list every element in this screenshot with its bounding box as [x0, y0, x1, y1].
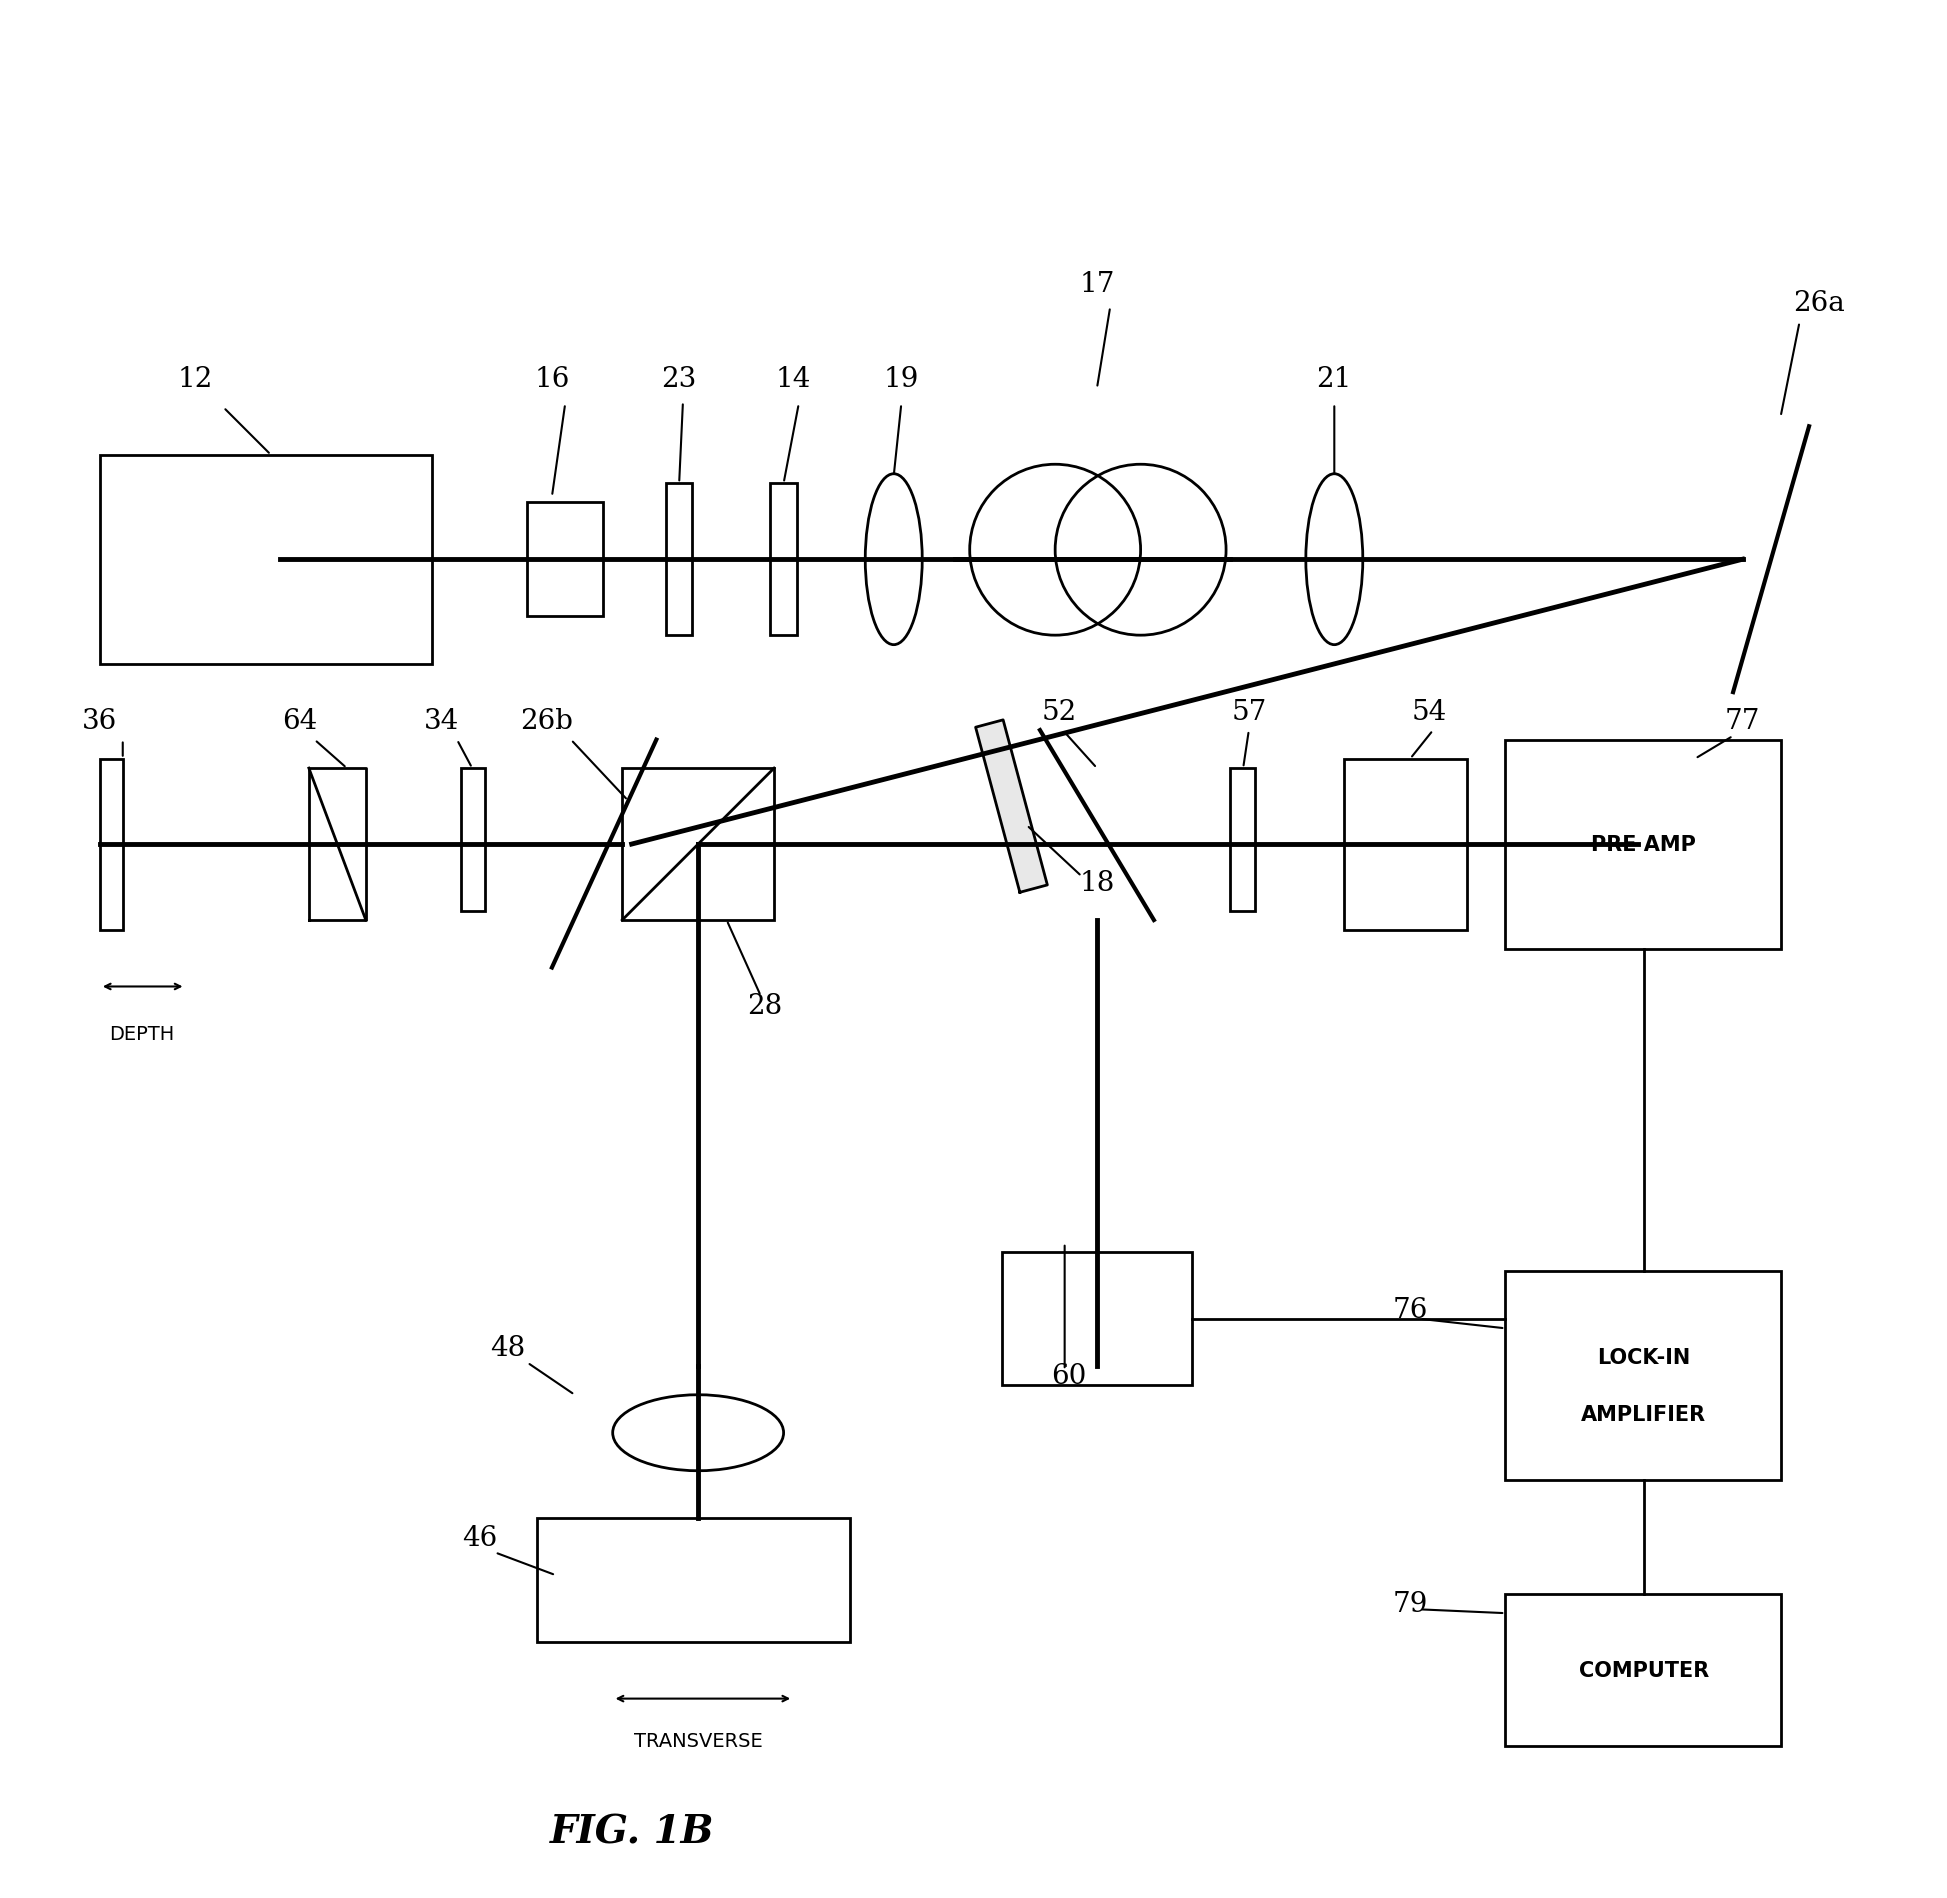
Text: 16: 16: [533, 366, 570, 393]
Bar: [623, 769, 775, 921]
Bar: [666, 484, 693, 636]
Ellipse shape: [613, 1395, 783, 1471]
Text: 77: 77: [1725, 708, 1760, 735]
Text: 26a: 26a: [1793, 290, 1844, 317]
Text: FIG. 1B: FIG. 1B: [549, 1813, 715, 1851]
Bar: [528, 503, 604, 617]
Text: 76: 76: [1392, 1296, 1427, 1323]
Bar: [1231, 769, 1254, 911]
Text: 12: 12: [177, 366, 212, 393]
Bar: [99, 759, 123, 930]
Bar: [1343, 759, 1468, 930]
Text: 23: 23: [662, 366, 697, 393]
Text: 54: 54: [1412, 698, 1447, 725]
Text: 60: 60: [1051, 1363, 1086, 1389]
Text: 21: 21: [1316, 366, 1351, 393]
Text: 14: 14: [775, 366, 810, 393]
Bar: [537, 1518, 851, 1642]
Text: 64: 64: [282, 708, 317, 735]
Bar: [461, 769, 485, 911]
Bar: [1505, 1594, 1782, 1746]
Polygon shape: [975, 721, 1047, 892]
Text: 34: 34: [424, 708, 459, 735]
Text: 48: 48: [491, 1334, 526, 1361]
Text: 17: 17: [1079, 271, 1116, 298]
Text: LOCK-IN: LOCK-IN: [1597, 1348, 1690, 1367]
Text: 26b: 26b: [520, 708, 572, 735]
Bar: [771, 484, 796, 636]
Text: 28: 28: [748, 993, 783, 1019]
Text: TRANSVERSE: TRANSVERSE: [635, 1731, 763, 1750]
Bar: [1505, 740, 1782, 949]
Text: 79: 79: [1392, 1591, 1427, 1617]
Text: 18: 18: [1079, 869, 1114, 896]
Ellipse shape: [864, 474, 923, 645]
Text: 57: 57: [1231, 698, 1267, 725]
Bar: [99, 456, 432, 664]
Bar: [1505, 1272, 1782, 1480]
Text: AMPLIFIER: AMPLIFIER: [1581, 1405, 1706, 1424]
Bar: [1003, 1253, 1192, 1386]
Text: 52: 52: [1042, 698, 1077, 725]
Text: COMPUTER: COMPUTER: [1579, 1661, 1709, 1680]
Ellipse shape: [1306, 474, 1363, 645]
Text: DEPTH: DEPTH: [109, 1025, 175, 1044]
Text: 46: 46: [461, 1524, 496, 1551]
Text: 36: 36: [82, 708, 117, 735]
Text: 19: 19: [884, 366, 919, 393]
Text: PRE AMP: PRE AMP: [1591, 835, 1696, 854]
